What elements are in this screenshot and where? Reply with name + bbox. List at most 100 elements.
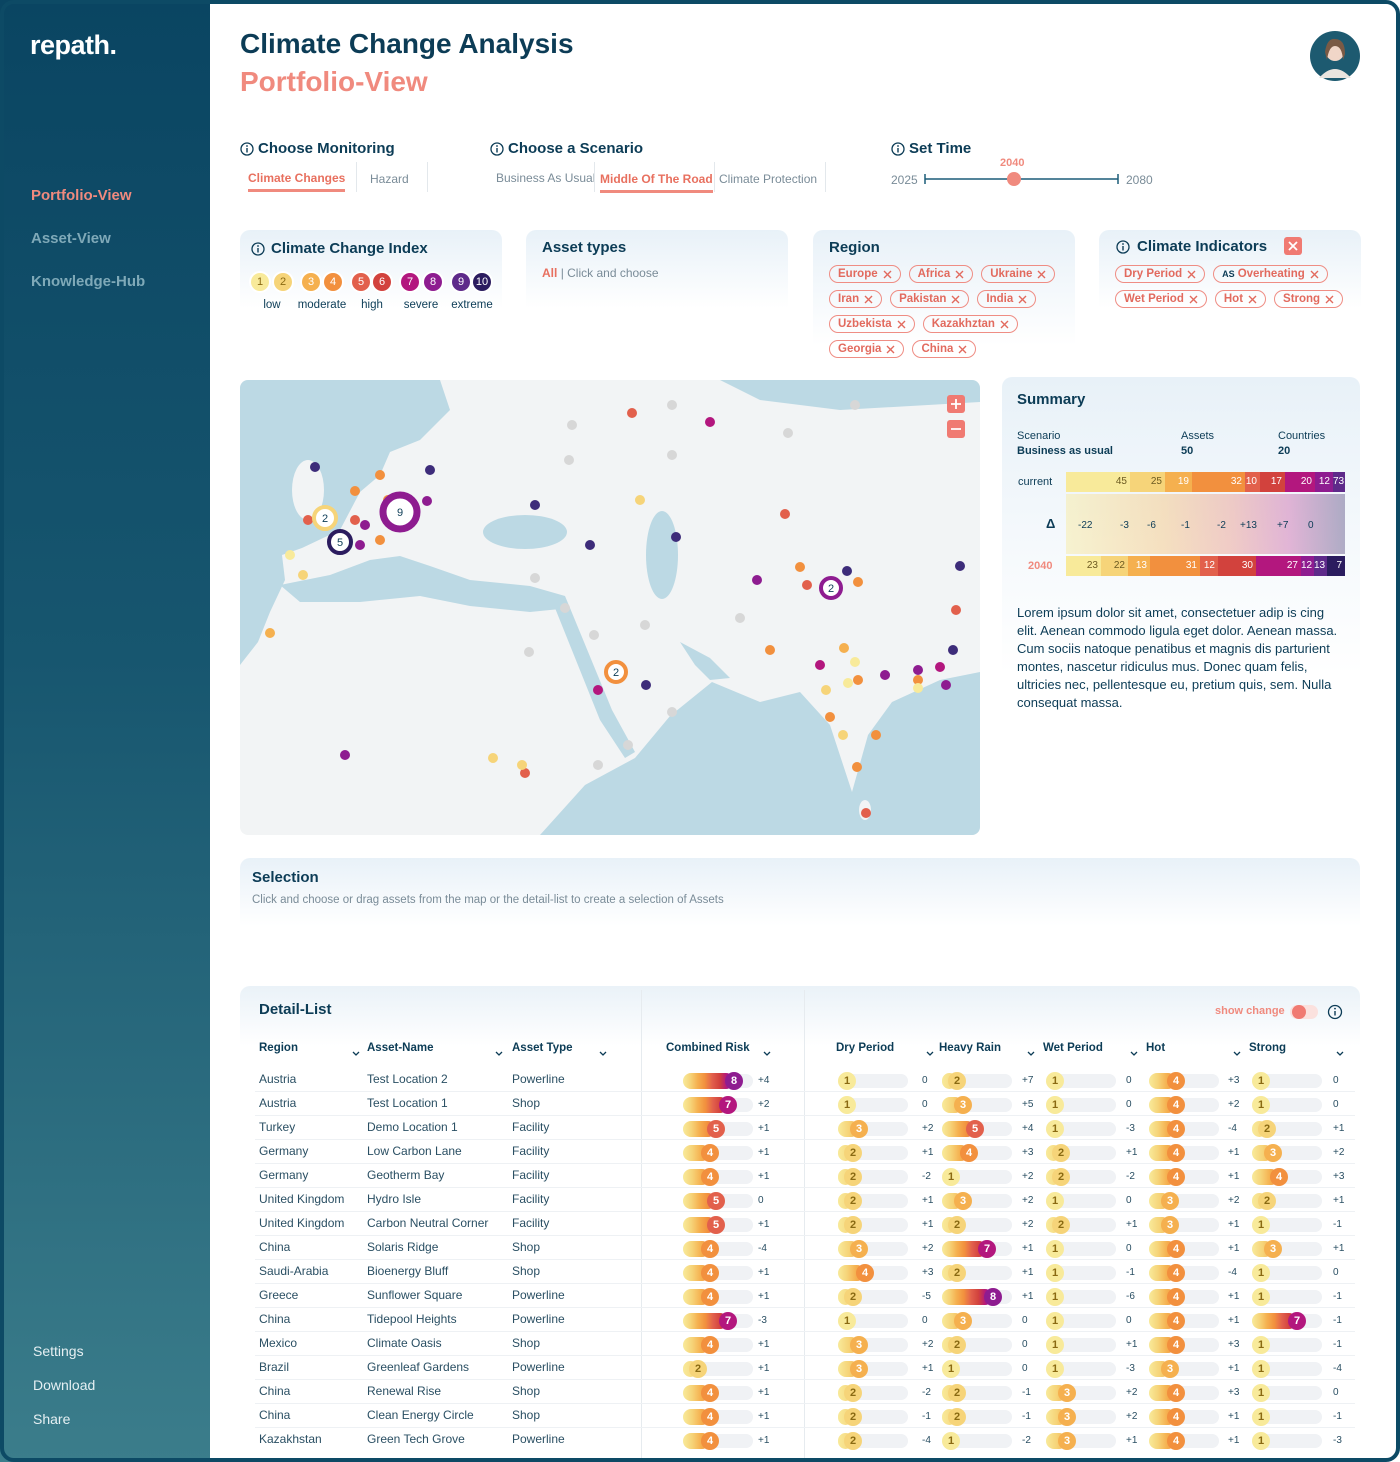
remove-icon[interactable] (1018, 295, 1027, 304)
column-header[interactable]: Asset Type (512, 1042, 573, 1054)
filter-tag[interactable]: Pakistan (890, 290, 970, 308)
remove-icon[interactable] (951, 295, 960, 304)
all-option[interactable]: All (542, 266, 558, 280)
selection-card[interactable] (240, 858, 1360, 938)
sort-toggle[interactable] (1027, 1043, 1035, 1061)
toggle[interactable] (1290, 1003, 1346, 1021)
time-slider[interactable] (922, 170, 1122, 190)
rating-bubble: 4 (1167, 1072, 1185, 1090)
remove-icon[interactable] (1248, 295, 1257, 304)
sort-icon[interactable] (1130, 1051, 1138, 1056)
rating-bubble: 4 (701, 1384, 719, 1402)
sort-icon[interactable] (1027, 1051, 1035, 1056)
asset-types-filter[interactable]: All | Click and choose (542, 266, 659, 280)
sort-toggle[interactable] (763, 1043, 771, 1061)
cluster-ring[interactable] (819, 576, 843, 600)
summary-segment: 23 (1066, 556, 1101, 576)
scenario-option[interactable]: Middle Of The Road (600, 172, 713, 193)
remove-icon[interactable] (1187, 270, 1196, 279)
filter-tag[interactable]: Iran (829, 290, 883, 308)
info-icon[interactable] (490, 142, 504, 156)
table-cell: Tidepool Heights (367, 1312, 457, 1326)
remove-icon[interactable] (1325, 295, 1334, 304)
nav-item[interactable]: Knowledge-Hub (31, 273, 146, 290)
column-header[interactable]: Dry Period (836, 1042, 895, 1054)
sort-toggle[interactable] (599, 1043, 607, 1061)
filter-tag[interactable]: Uzbekista (829, 315, 915, 333)
remove-icon[interactable] (864, 295, 873, 304)
sort-icon[interactable] (599, 1051, 607, 1056)
remove-icon[interactable] (1037, 270, 1046, 279)
cluster-ring[interactable] (379, 491, 421, 533)
remove-icon[interactable] (955, 270, 964, 279)
rating-bubble: 1 (942, 1360, 960, 1378)
column-header[interactable]: Combined Risk (666, 1042, 750, 1054)
filter-tag[interactable]: Ukraine (981, 265, 1056, 283)
nav-item[interactable]: Asset-View (31, 230, 111, 247)
monitoring-option[interactable]: Climate Changes (248, 171, 346, 192)
sort-toggle[interactable] (495, 1043, 503, 1061)
sort-icon[interactable] (763, 1051, 771, 1056)
filter-tag[interactable]: Europe (829, 265, 901, 283)
scenario-option[interactable]: Climate Protection (719, 172, 818, 186)
download-link[interactable]: Download (33, 1377, 96, 1393)
filter-tag[interactable]: Wet Period (1115, 290, 1207, 308)
sort-toggle[interactable] (1336, 1043, 1344, 1061)
rating-bubble: 7 (719, 1312, 737, 1330)
column-header[interactable]: Strong (1249, 1042, 1287, 1054)
monitoring-option[interactable]: Hazard (370, 172, 409, 186)
filter-tag[interactable]: Africa (908, 265, 974, 283)
zoom-in[interactable] (947, 395, 965, 413)
info-icon[interactable] (240, 142, 254, 156)
filter-tag[interactable]: India (977, 290, 1037, 308)
remove-icon[interactable] (897, 320, 906, 329)
filter-tag[interactable]: Kazakhztan (922, 315, 1018, 333)
remove-icon[interactable] (1189, 295, 1198, 304)
change-value: 0 (1126, 1075, 1132, 1086)
filter-tag[interactable]: Hot (1214, 290, 1267, 308)
column-header[interactable]: Region (259, 1042, 298, 1054)
rating-bubble: 5 (707, 1120, 725, 1138)
remove-icon[interactable] (958, 345, 967, 354)
avatar[interactable] (1309, 30, 1361, 82)
remove-icon[interactable] (883, 270, 892, 279)
cluster-ring[interactable] (312, 505, 338, 531)
share-link[interactable]: Share (33, 1411, 71, 1427)
remove-icon[interactable] (1000, 320, 1009, 329)
sort-toggle[interactable] (1130, 1043, 1138, 1061)
sort-icon[interactable] (1233, 1051, 1241, 1056)
scenario-option[interactable]: Business As Usual (496, 171, 596, 185)
clear-button[interactable] (1284, 237, 1302, 255)
column-header[interactable]: Wet Period (1043, 1042, 1103, 1054)
sort-icon[interactable] (352, 1051, 360, 1056)
info-icon[interactable] (251, 242, 265, 256)
cluster-ring[interactable] (604, 660, 628, 684)
nav-item[interactable]: Portfolio-View (31, 187, 132, 204)
sort-toggle[interactable] (352, 1043, 360, 1061)
sort-toggle[interactable] (1233, 1043, 1241, 1061)
filter-tag[interactable]: Strong (1274, 290, 1344, 308)
sort-icon[interactable] (495, 1051, 503, 1056)
cluster-ring[interactable] (327, 529, 353, 555)
filter-tag[interactable]: Dry Period (1115, 265, 1206, 283)
sort-icon[interactable] (1336, 1051, 1344, 1056)
column-header[interactable]: Asset-Name (367, 1042, 434, 1054)
remove-icon[interactable] (886, 345, 895, 354)
filter-tag[interactable]: AS Overheating (1213, 265, 1328, 283)
filter-tag[interactable]: China (912, 340, 977, 358)
column-header[interactable]: Hot (1146, 1042, 1166, 1054)
filter-tag[interactable]: Georgia (829, 340, 905, 358)
table-cell: Powerline (512, 1360, 565, 1374)
logo[interactable]: repath. (30, 30, 117, 60)
remove-icon[interactable] (1310, 270, 1319, 279)
column-header[interactable]: Heavy Rain (939, 1042, 1002, 1054)
info-icon[interactable] (891, 142, 905, 156)
settings-link[interactable]: Settings (33, 1343, 84, 1359)
change-value: +1 (758, 1219, 770, 1230)
zoom-out[interactable] (947, 420, 965, 438)
sort-toggle[interactable] (926, 1043, 934, 1061)
sort-icon[interactable] (926, 1051, 934, 1056)
rating-bubble: 2 (948, 1336, 966, 1354)
info-icon[interactable] (1116, 240, 1130, 254)
